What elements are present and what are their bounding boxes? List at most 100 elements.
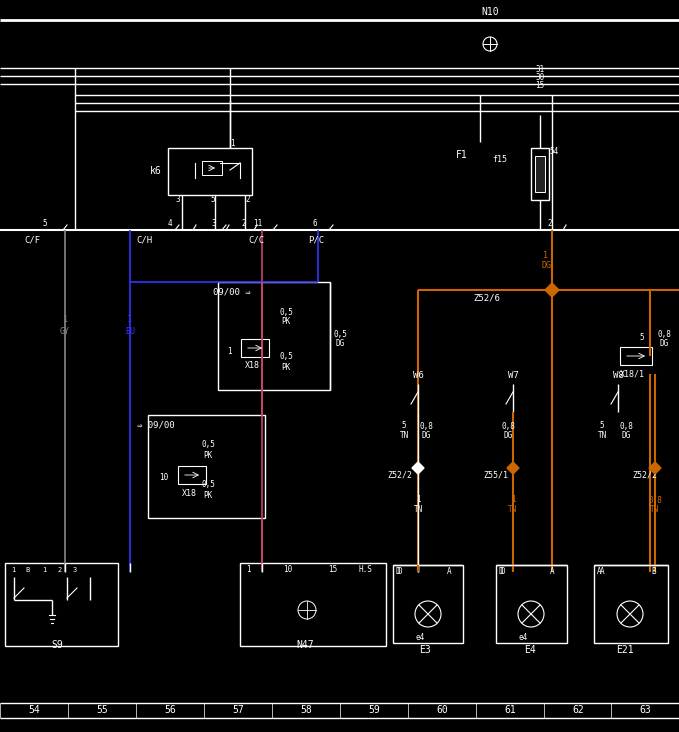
Text: 1: 1 (128, 315, 132, 324)
Bar (531, 148, 549, 200)
Text: D: D (398, 567, 403, 577)
Text: DG: DG (621, 431, 631, 441)
Bar (620, 347, 652, 365)
Text: B: B (652, 567, 657, 577)
Text: TN: TN (414, 506, 422, 515)
Text: 10: 10 (283, 566, 293, 575)
Text: k6: k6 (150, 166, 162, 176)
Text: f15: f15 (492, 155, 507, 165)
Text: 5: 5 (402, 422, 406, 430)
Text: C/H: C/H (136, 236, 152, 244)
Text: D: D (500, 567, 505, 577)
Text: 0,5: 0,5 (201, 480, 215, 490)
Text: D: D (396, 567, 401, 575)
Text: 5: 5 (210, 195, 215, 204)
Text: 1: 1 (42, 567, 46, 573)
Bar (496, 565, 567, 643)
Text: e4: e4 (518, 632, 528, 641)
Bar (594, 565, 668, 643)
Text: 0,8: 0,8 (501, 422, 515, 430)
Text: 1: 1 (230, 138, 234, 148)
Polygon shape (649, 462, 661, 474)
Text: BU: BU (125, 326, 135, 335)
Text: 1: 1 (246, 566, 251, 575)
Text: 1: 1 (511, 496, 515, 504)
Bar (535, 156, 545, 192)
Polygon shape (545, 283, 559, 297)
Text: 5: 5 (600, 422, 604, 430)
Text: DG: DG (503, 431, 513, 441)
Bar (202, 161, 222, 175)
Text: 59: 59 (368, 705, 380, 715)
Text: Z52/2: Z52/2 (388, 471, 413, 479)
Text: TN: TN (598, 431, 606, 441)
Polygon shape (412, 462, 424, 474)
Text: 0,8: 0,8 (619, 422, 633, 430)
Text: 3: 3 (212, 220, 217, 228)
Text: Z52/6: Z52/6 (473, 294, 500, 302)
Text: ⇒ 09/00: ⇒ 09/00 (137, 420, 175, 430)
Text: PK: PK (204, 490, 213, 499)
Text: 15: 15 (329, 566, 337, 575)
Text: X18: X18 (244, 362, 259, 370)
Bar (5, 563, 118, 646)
Text: 0,5: 0,5 (279, 307, 293, 316)
Text: PK: PK (281, 362, 291, 372)
Bar (168, 148, 252, 195)
Text: 5: 5 (640, 334, 644, 343)
Text: Z52/2: Z52/2 (633, 471, 657, 479)
Text: 54: 54 (28, 705, 40, 715)
Text: C/F: C/F (24, 236, 40, 244)
Text: TN: TN (509, 506, 517, 515)
Text: 2: 2 (58, 567, 62, 573)
Text: 0,8: 0,8 (648, 496, 662, 504)
Text: A: A (597, 567, 602, 575)
Text: 2: 2 (548, 220, 552, 228)
Bar (148, 415, 265, 518)
Text: 3: 3 (73, 567, 77, 573)
Text: GY: GY (60, 326, 70, 335)
Text: 61: 61 (504, 705, 516, 715)
Text: 0,5: 0,5 (333, 329, 347, 338)
Text: 30: 30 (535, 73, 545, 83)
Text: DG: DG (659, 340, 669, 348)
Text: S9: S9 (51, 640, 63, 650)
Text: 10: 10 (160, 474, 168, 482)
Text: 31: 31 (535, 65, 545, 75)
Text: 0,5: 0,5 (279, 353, 293, 362)
Text: E3: E3 (419, 645, 431, 655)
Text: 2: 2 (242, 220, 246, 228)
Text: A: A (600, 567, 604, 577)
Text: 3: 3 (176, 195, 181, 204)
Text: 1: 1 (416, 496, 420, 504)
Text: B: B (26, 567, 30, 573)
Text: A: A (550, 567, 554, 577)
Text: 11: 11 (253, 220, 263, 228)
Text: TN: TN (650, 506, 659, 515)
Text: N47: N47 (296, 640, 314, 650)
Text: 57: 57 (232, 705, 244, 715)
Text: 1: 1 (11, 567, 15, 573)
Text: W7: W7 (508, 372, 518, 381)
Text: A: A (447, 567, 452, 577)
Bar (393, 565, 463, 643)
Text: 09/00 ⇒: 09/00 ⇒ (213, 288, 251, 296)
Text: N10: N10 (481, 7, 499, 17)
Text: 1: 1 (227, 346, 232, 356)
Text: DG: DG (541, 261, 551, 269)
Text: X18: X18 (181, 488, 196, 498)
Text: 63: 63 (639, 705, 651, 715)
Text: TN: TN (399, 431, 409, 441)
Text: DG: DG (422, 431, 430, 441)
Text: H.S: H.S (358, 566, 372, 575)
Text: 58: 58 (300, 705, 312, 715)
Text: e4: e4 (416, 632, 424, 641)
Text: DG: DG (335, 340, 345, 348)
Text: 55: 55 (96, 705, 108, 715)
Bar (178, 466, 206, 484)
Text: 5: 5 (43, 220, 48, 228)
Text: 0,5: 0,5 (201, 441, 215, 449)
Text: PK: PK (281, 318, 291, 326)
Bar (218, 282, 330, 390)
Text: W6: W6 (413, 372, 424, 381)
